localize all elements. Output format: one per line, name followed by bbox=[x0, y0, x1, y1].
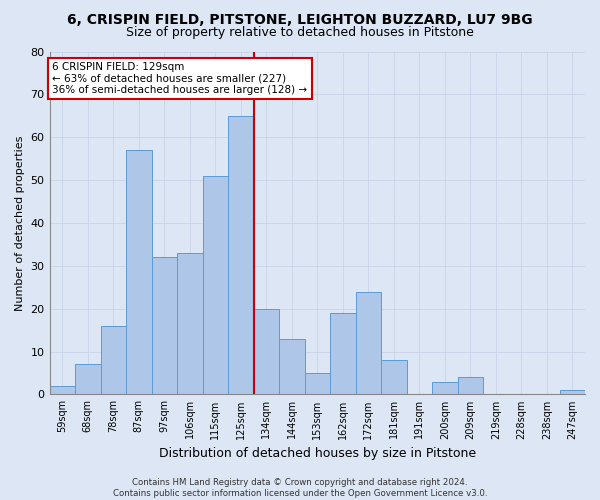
Text: 6 CRISPIN FIELD: 129sqm
← 63% of detached houses are smaller (227)
36% of semi-d: 6 CRISPIN FIELD: 129sqm ← 63% of detache… bbox=[52, 62, 307, 95]
Bar bbox=[381, 360, 407, 394]
Bar bbox=[356, 292, 381, 395]
Bar bbox=[101, 326, 126, 394]
Bar bbox=[432, 382, 458, 394]
Bar bbox=[560, 390, 585, 394]
Text: 6, CRISPIN FIELD, PITSTONE, LEIGHTON BUZZARD, LU7 9BG: 6, CRISPIN FIELD, PITSTONE, LEIGHTON BUZ… bbox=[67, 12, 533, 26]
Bar bbox=[458, 378, 483, 394]
Bar bbox=[75, 364, 101, 394]
Bar bbox=[203, 176, 228, 394]
Bar bbox=[126, 150, 152, 394]
Bar bbox=[177, 253, 203, 394]
X-axis label: Distribution of detached houses by size in Pitstone: Distribution of detached houses by size … bbox=[159, 447, 476, 460]
Text: Size of property relative to detached houses in Pitstone: Size of property relative to detached ho… bbox=[126, 26, 474, 39]
Bar bbox=[228, 116, 254, 394]
Y-axis label: Number of detached properties: Number of detached properties bbox=[15, 136, 25, 310]
Bar bbox=[279, 338, 305, 394]
Bar bbox=[254, 308, 279, 394]
Bar bbox=[50, 386, 75, 394]
Bar bbox=[330, 313, 356, 394]
Text: Contains HM Land Registry data © Crown copyright and database right 2024.
Contai: Contains HM Land Registry data © Crown c… bbox=[113, 478, 487, 498]
Bar bbox=[305, 373, 330, 394]
Bar bbox=[152, 258, 177, 394]
